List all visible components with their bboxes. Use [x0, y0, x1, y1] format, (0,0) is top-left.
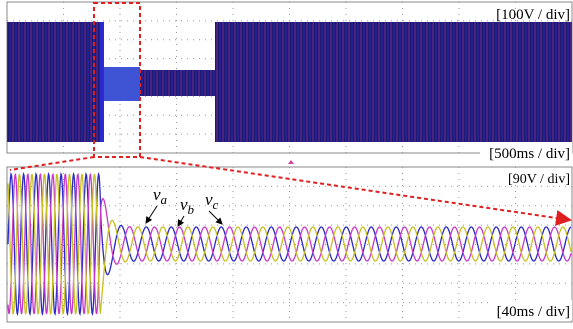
trigger-marker	[288, 160, 294, 164]
page: {"top_panel": {"scale_label": "[100V / d…	[0, 0, 573, 324]
phase-subscript: b	[188, 202, 195, 217]
oscilloscope-capture: [100V / div] [500ms / div] [90V / div] […	[0, 0, 573, 324]
bottom-scale-label: [90V / div]	[508, 172, 570, 187]
phase-subscript: a	[161, 192, 168, 207]
bottom-time-label: [40ms / div]	[497, 304, 570, 320]
top-waveform	[7, 22, 572, 142]
top-scale-label: [100V / div]	[496, 7, 570, 23]
phase-subscript: c	[213, 197, 219, 212]
top-time-label: [500ms / div]	[489, 146, 570, 162]
